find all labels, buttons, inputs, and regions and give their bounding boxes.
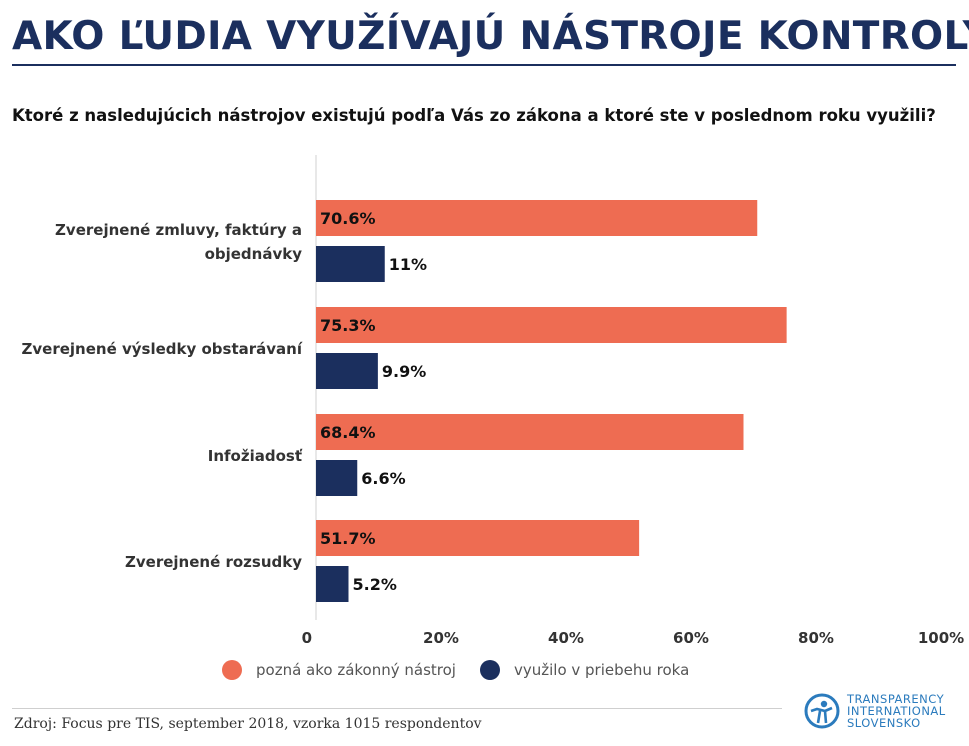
bar-used-0: [316, 246, 385, 282]
data-label-used-0: 11%: [389, 255, 427, 274]
x-tick-label-3: 60%: [673, 629, 709, 647]
category-label-3: Zverejnené rozsudky: [125, 553, 302, 571]
data-label-used-2: 6.6%: [361, 469, 405, 488]
source-divider: [12, 708, 782, 709]
bar-known-3: [316, 520, 640, 556]
x-tick-label-4: 80%: [798, 629, 834, 647]
bar-used-2: [316, 460, 358, 496]
title-underline: [12, 64, 956, 66]
x-tick-label-2: 40%: [548, 629, 584, 647]
logo-line-1: TRANSPARENCY: [847, 692, 945, 706]
legend-label-used: využilo v priebehu roka: [513, 661, 690, 679]
legend-swatch-used: [479, 660, 500, 680]
data-label-known-1: 75.3%: [320, 316, 376, 335]
transparency-logo: TRANSPARENCY INTERNATIONAL SLOVENSKO: [803, 692, 946, 730]
legend-item-known[interactable]: pozná ako zákonný nástroj: [222, 660, 456, 680]
page-title: AKO ĽUDIA VYUŽÍVAJÚ NÁSTROJE KONTROLY?: [12, 14, 969, 59]
data-label-known-0: 70.6%: [320, 209, 376, 228]
legend-swatch-known: [222, 660, 242, 680]
logo-text: TRANSPARENCY INTERNATIONAL SLOVENSKO: [847, 693, 946, 729]
bar-used-1: [316, 353, 378, 389]
bar-chart: 70.6% 11% Zverejnené zmluvy, faktúry a obje…: [22, 155, 964, 647]
transparency-globe-icon: [804, 693, 840, 729]
bar-known-2: [316, 414, 744, 450]
x-tick-label-1: 20%: [423, 629, 459, 647]
chart-subtitle: Ktoré z nasledujúcich nástrojov existujú…: [12, 106, 936, 125]
category-label-1: Zverejnené výsledky obstarávaní: [22, 340, 303, 358]
source-note: Zdroj: Focus pre TIS, september 2018, vz…: [14, 716, 482, 732]
data-label-known-2: 68.4%: [320, 423, 376, 442]
logo-line-2: INTERNATIONAL: [847, 704, 946, 718]
category-label-2: Infožiadosť: [208, 447, 303, 465]
x-tick-label-0: 0: [302, 629, 312, 647]
bar-used-3: [316, 566, 349, 602]
x-tick-label-5: 100%: [918, 629, 964, 647]
data-label-used-3: 5.2%: [353, 575, 397, 594]
data-label-known-3: 51.7%: [320, 529, 376, 548]
chart-legend: pozná ako zákonný nástroj využilo v prie…: [222, 660, 713, 680]
legend-item-used[interactable]: využilo v priebehu roka: [479, 660, 690, 680]
category-label-0-line-1: objednávky: [205, 245, 303, 263]
legend-label-known: pozná ako zákonný nástroj: [256, 661, 456, 679]
logo-line-3: SLOVENSKO: [847, 716, 921, 730]
data-label-used-1: 9.9%: [382, 362, 426, 381]
bar-known-0: [316, 200, 758, 236]
bar-known-1: [316, 307, 787, 343]
category-label-0-line-0: Zverejnené zmluvy, faktúry a: [55, 221, 302, 239]
